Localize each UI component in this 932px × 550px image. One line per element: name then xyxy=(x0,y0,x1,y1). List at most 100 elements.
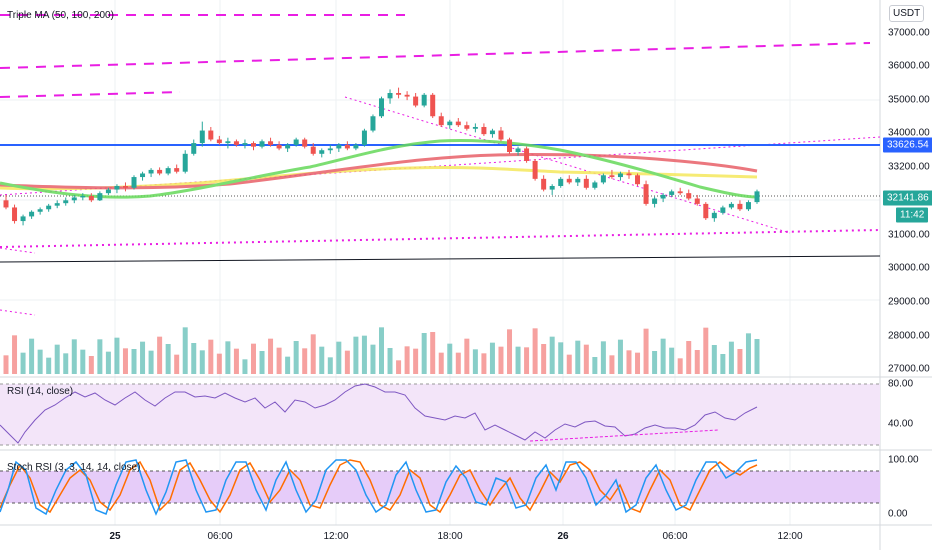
candle-body xyxy=(3,200,9,208)
magenta-dashed-line-2 xyxy=(0,91,181,98)
candle-body xyxy=(54,203,60,206)
candle-body xyxy=(216,139,222,144)
volume-bar xyxy=(404,346,410,374)
volume-bar xyxy=(396,360,402,374)
volume-bar xyxy=(635,352,641,374)
countdown-tag: 11:42 xyxy=(896,207,929,223)
rsi-trendline xyxy=(529,429,719,442)
volume-bar xyxy=(532,328,538,374)
time-tick: 18:00 xyxy=(437,531,463,542)
volume-bar xyxy=(285,356,291,374)
candle-body xyxy=(745,202,751,210)
candle-body xyxy=(472,126,478,129)
volume-bar xyxy=(327,357,333,374)
volume-bar xyxy=(549,336,555,374)
price-tick: 31000.00 xyxy=(888,229,930,241)
candle-body xyxy=(524,148,530,161)
candle-body xyxy=(515,148,521,153)
volume-bar xyxy=(293,341,299,374)
volume-bar xyxy=(225,341,231,374)
volume-bar xyxy=(686,341,692,374)
candle-body xyxy=(720,207,726,213)
candle-body xyxy=(20,216,26,222)
black-support-line xyxy=(0,255,881,263)
volume-bar xyxy=(703,327,709,374)
time-tick: 06:00 xyxy=(662,531,688,542)
volume-bar xyxy=(148,350,154,374)
candle-body xyxy=(558,178,564,186)
volume-bar xyxy=(361,335,367,374)
volume-bar xyxy=(174,354,180,374)
time-tick: 12:00 xyxy=(777,531,803,542)
volume-bar xyxy=(12,335,18,374)
candle-body xyxy=(285,144,291,149)
volume-bar xyxy=(754,339,760,374)
volume-bar xyxy=(370,344,376,374)
candle-body xyxy=(191,143,197,154)
volume-bar xyxy=(481,353,487,374)
volume-bar xyxy=(88,356,94,374)
candle-body xyxy=(46,205,52,210)
volume-bar xyxy=(515,346,521,374)
magenta-dotted-short xyxy=(0,247,36,254)
candle-body xyxy=(754,191,760,203)
stoch-tick: 0.00 xyxy=(888,508,908,520)
time-tick: 06:00 xyxy=(207,531,233,542)
volume-bar xyxy=(191,343,197,374)
volume-bar xyxy=(319,346,325,374)
candle-body xyxy=(481,126,487,135)
candle-body xyxy=(464,125,470,129)
volume-bar xyxy=(669,347,675,374)
volume-bar xyxy=(617,339,623,374)
candle-body xyxy=(507,139,513,153)
stoch-indicator-title[interactable]: Stoch RSI (3, 3, 14, 14, close) xyxy=(7,462,141,473)
volume-bar xyxy=(745,333,751,374)
candle-body xyxy=(532,160,538,179)
volume-bar xyxy=(583,344,589,374)
stoch-tick: 100.00 xyxy=(888,454,919,466)
candlestick-series xyxy=(3,87,760,226)
currency-button[interactable]: USDT xyxy=(889,5,925,22)
candle-body xyxy=(566,178,572,183)
price-tick: 34000.00 xyxy=(888,127,930,139)
price-tick: 29000.00 xyxy=(888,296,930,308)
volume-bar xyxy=(379,327,384,374)
candle-body xyxy=(361,130,367,145)
volume-bar xyxy=(541,344,547,374)
rsi-indicator-title[interactable]: RSI (14, close) xyxy=(7,386,74,397)
volume-bar xyxy=(472,349,478,374)
ma50-line xyxy=(0,138,758,199)
volume-bar xyxy=(250,343,256,374)
candle-body xyxy=(174,168,180,172)
candle-body xyxy=(199,130,205,144)
candle-body xyxy=(404,94,410,97)
candle-body xyxy=(276,144,282,149)
candle-body xyxy=(643,184,649,204)
price-tick: 33200.00 xyxy=(888,161,930,173)
volume-bar xyxy=(694,350,700,374)
volume-bar xyxy=(600,341,606,374)
volume-bar xyxy=(37,349,43,374)
candle-body xyxy=(71,197,77,201)
candle-body xyxy=(617,173,623,178)
ma-indicator-title[interactable]: Triple MA (50, 100, 200) xyxy=(7,10,114,21)
candle-body xyxy=(489,130,495,135)
candle-body xyxy=(225,141,231,144)
candle-body xyxy=(250,143,256,147)
candle-body xyxy=(541,178,547,190)
candle-body xyxy=(336,144,342,149)
candle-body xyxy=(396,93,402,95)
stoch-d-line xyxy=(0,459,758,514)
candle-body xyxy=(686,193,692,199)
candle-body xyxy=(37,209,43,212)
volume-bar xyxy=(71,339,77,374)
candle-body xyxy=(63,200,69,204)
candle-body xyxy=(268,141,274,145)
volume-bar xyxy=(728,341,734,374)
volume-bar xyxy=(421,333,427,374)
magenta-dashed-line-1 xyxy=(0,42,871,69)
candle-body xyxy=(711,212,717,219)
candle-body xyxy=(635,175,641,185)
